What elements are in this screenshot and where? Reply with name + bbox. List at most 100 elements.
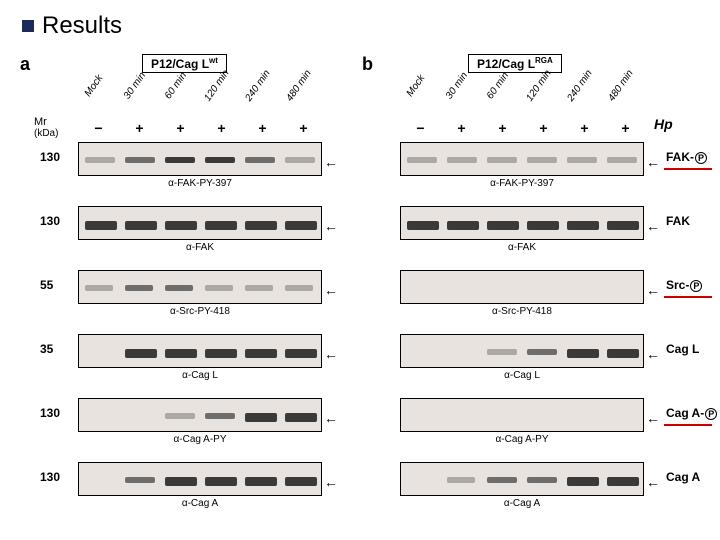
band	[245, 221, 277, 230]
band	[285, 349, 317, 358]
lane-header: Mock	[78, 66, 111, 106]
target-label: FAK	[666, 214, 690, 228]
band	[567, 221, 599, 230]
band	[607, 349, 639, 358]
arrow-icon: ←	[646, 474, 660, 490]
band	[205, 349, 237, 358]
lane-header: 240 min	[564, 66, 597, 106]
band	[245, 349, 277, 358]
band	[85, 221, 117, 230]
band	[125, 349, 157, 358]
mr-label: Mr	[34, 116, 47, 128]
hp-sign: +	[160, 120, 201, 136]
antibody-label: α-Cag A	[78, 498, 322, 509]
antibody-label: α-Cag A	[400, 498, 644, 509]
gel-left	[78, 462, 322, 496]
band	[285, 413, 317, 422]
band	[407, 157, 437, 163]
blot-row: 55α-Src-PY-418α-Src-PY-418←←Src-P	[18, 268, 702, 322]
blot-row: 130α-Cag Aα-Cag A←←Cag A	[18, 460, 702, 514]
molecular-weight: 130	[40, 406, 60, 420]
panel-label-b: b	[362, 54, 373, 75]
band	[205, 285, 233, 291]
target-label: Src-P	[666, 278, 702, 292]
antibody-label: α-Cag A-PY	[78, 434, 322, 445]
band	[245, 285, 273, 291]
band	[607, 477, 639, 486]
band	[527, 157, 557, 163]
band	[447, 477, 475, 483]
strain-right-sup: RGA	[535, 56, 553, 65]
bullet-icon	[22, 20, 34, 32]
gel-right	[400, 206, 644, 240]
arrow-icon: ←	[324, 282, 338, 298]
band	[447, 157, 477, 163]
band	[165, 349, 197, 358]
blot-row: 35α-Cag Lα-Cag L←←Cag L	[18, 332, 702, 386]
antibody-label: α-FAK	[400, 242, 644, 253]
band	[85, 285, 113, 291]
arrow-icon: ←	[324, 474, 338, 490]
band	[487, 477, 517, 483]
band	[165, 477, 197, 486]
band	[125, 477, 155, 483]
hp-sign: +	[119, 120, 160, 136]
band	[285, 221, 317, 230]
blot-row: 130α-Cag A-PYα-Cag A-PY←←Cag A-P	[18, 396, 702, 450]
band	[85, 157, 115, 163]
figure: a b P12/Cag Lwt P12/Cag LRGA Mock30 min6…	[18, 54, 702, 522]
band	[165, 285, 193, 291]
arrow-icon: ←	[324, 154, 338, 170]
band	[125, 157, 155, 163]
band	[487, 221, 519, 230]
molecular-weight: 130	[40, 470, 60, 484]
antibody-label: α-Cag A-PY	[400, 434, 644, 445]
antibody-label: α-Src-PY-418	[400, 306, 644, 317]
gel-right	[400, 398, 644, 432]
hp-sign: +	[605, 120, 646, 136]
band	[487, 349, 517, 355]
highlight-underline	[664, 424, 712, 426]
hp-sign: +	[441, 120, 482, 136]
band	[165, 221, 197, 230]
band	[165, 157, 195, 163]
band	[527, 221, 559, 230]
lane-header: Mock	[400, 66, 433, 106]
arrow-icon: ←	[324, 410, 338, 426]
target-label: Cag L	[666, 342, 699, 356]
hp-label: Hp	[654, 116, 673, 132]
gel-left	[78, 398, 322, 432]
hp-row-right: −+++++	[400, 120, 646, 136]
molecular-weight: 35	[40, 342, 53, 356]
arrow-icon: ←	[324, 346, 338, 362]
band	[245, 157, 275, 163]
arrow-icon: ←	[646, 346, 660, 362]
arrow-icon: ←	[324, 218, 338, 234]
gel-right	[400, 142, 644, 176]
panel-label-a: a	[20, 54, 30, 75]
band	[125, 285, 153, 291]
gel-left	[78, 334, 322, 368]
antibody-label: α-Cag L	[400, 370, 644, 381]
band	[567, 349, 599, 358]
band	[205, 221, 237, 230]
lane-headers-left: Mock30 min60 min120 min240 min480 min	[78, 78, 324, 89]
band	[285, 285, 313, 291]
gel-right	[400, 270, 644, 304]
band	[205, 477, 237, 486]
hp-sign: +	[283, 120, 324, 136]
lane-header: 30 min	[119, 66, 152, 106]
highlight-underline	[664, 296, 712, 298]
antibody-label: α-Cag L	[78, 370, 322, 381]
band	[527, 349, 557, 355]
lane-headers-right: Mock30 min60 min120 min240 min480 min	[400, 78, 646, 89]
hp-row-left: −+++++	[78, 120, 324, 136]
molecular-weight: 55	[40, 278, 53, 292]
band	[447, 221, 479, 230]
lane-header: 240 min	[242, 66, 275, 106]
molecular-weight: 130	[40, 214, 60, 228]
band	[527, 477, 557, 483]
band	[567, 477, 599, 486]
band	[165, 413, 195, 419]
molecular-weight: 130	[40, 150, 60, 164]
